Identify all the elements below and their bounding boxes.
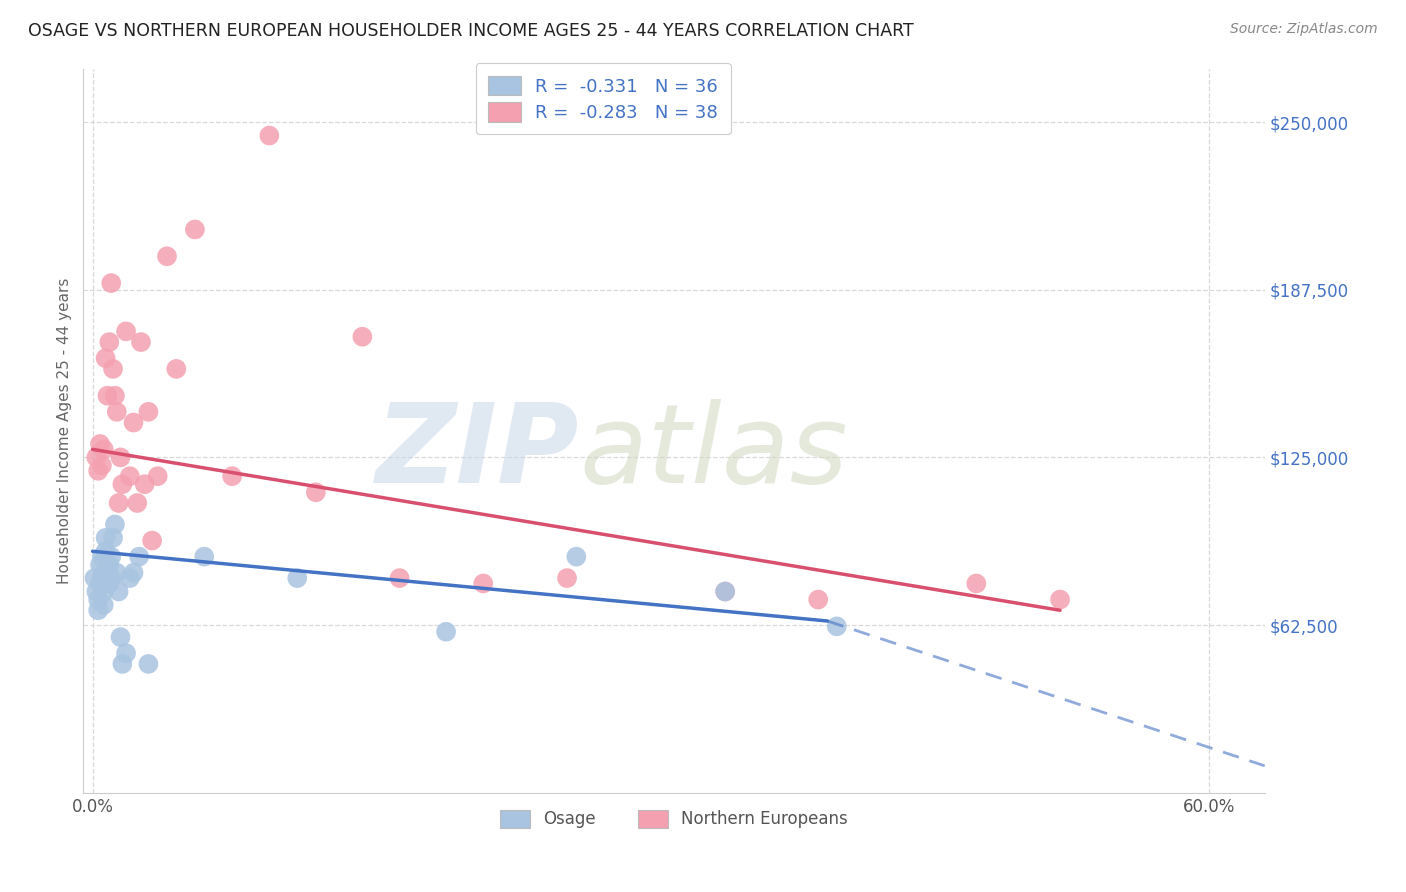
- Point: [86, 584, 108, 599]
- Point: [93, 442, 115, 457]
- Point: [122, 416, 145, 430]
- Point: [93, 584, 115, 599]
- Point: [146, 469, 169, 483]
- Point: [259, 128, 281, 143]
- Point: [96, 389, 118, 403]
- Point: [93, 598, 115, 612]
- Point: [807, 592, 830, 607]
- Point: [98, 576, 121, 591]
- Point: [221, 469, 243, 483]
- Point: [714, 584, 737, 599]
- Point: [89, 558, 111, 572]
- Point: [472, 576, 495, 591]
- Y-axis label: Householder Income Ages 25 - 44 years: Householder Income Ages 25 - 44 years: [58, 277, 72, 583]
- Point: [89, 576, 111, 591]
- Point: [90, 549, 112, 564]
- Point: [565, 549, 588, 564]
- Point: [285, 571, 308, 585]
- Point: [141, 533, 163, 548]
- Point: [115, 324, 138, 338]
- Point: [104, 389, 127, 403]
- Point: [96, 566, 118, 580]
- Point: [184, 222, 207, 236]
- Point: [156, 249, 179, 263]
- Point: [101, 531, 124, 545]
- Point: [825, 619, 848, 633]
- Point: [87, 592, 110, 607]
- Point: [128, 549, 150, 564]
- Point: [138, 405, 160, 419]
- Point: [94, 351, 117, 366]
- Point: [165, 362, 187, 376]
- Point: [87, 603, 110, 617]
- Point: [105, 566, 128, 580]
- Point: [107, 496, 129, 510]
- Point: [87, 464, 110, 478]
- Point: [111, 657, 134, 671]
- Point: [965, 576, 987, 591]
- Point: [115, 646, 138, 660]
- Point: [129, 334, 152, 349]
- Text: atlas: atlas: [579, 399, 848, 506]
- Point: [122, 566, 145, 580]
- Point: [111, 477, 134, 491]
- Point: [138, 657, 160, 671]
- Point: [110, 450, 132, 465]
- Point: [96, 576, 118, 591]
- Point: [98, 334, 121, 349]
- Point: [105, 405, 128, 419]
- Point: [100, 571, 122, 585]
- Point: [98, 558, 121, 572]
- Text: Source: ZipAtlas.com: Source: ZipAtlas.com: [1230, 22, 1378, 37]
- Point: [89, 437, 111, 451]
- Legend: Osage, Northern Europeans: Osage, Northern Europeans: [494, 803, 855, 835]
- Point: [90, 571, 112, 585]
- Text: ZIP: ZIP: [375, 399, 579, 506]
- Point: [127, 496, 149, 510]
- Point: [434, 624, 457, 639]
- Point: [118, 571, 141, 585]
- Point: [388, 571, 411, 585]
- Point: [193, 549, 215, 564]
- Point: [90, 458, 112, 473]
- Point: [104, 517, 127, 532]
- Point: [94, 544, 117, 558]
- Point: [101, 362, 124, 376]
- Point: [134, 477, 156, 491]
- Point: [93, 566, 115, 580]
- Text: OSAGE VS NORTHERN EUROPEAN HOUSEHOLDER INCOME AGES 25 - 44 YEARS CORRELATION CHA: OSAGE VS NORTHERN EUROPEAN HOUSEHOLDER I…: [28, 22, 914, 40]
- Point: [110, 630, 132, 644]
- Point: [305, 485, 328, 500]
- Point: [100, 549, 122, 564]
- Point: [100, 276, 122, 290]
- Point: [352, 329, 374, 343]
- Point: [86, 450, 108, 465]
- Point: [118, 469, 141, 483]
- Point: [83, 571, 105, 585]
- Point: [555, 571, 578, 585]
- Point: [107, 584, 129, 599]
- Point: [1049, 592, 1071, 607]
- Point: [714, 584, 737, 599]
- Point: [94, 531, 117, 545]
